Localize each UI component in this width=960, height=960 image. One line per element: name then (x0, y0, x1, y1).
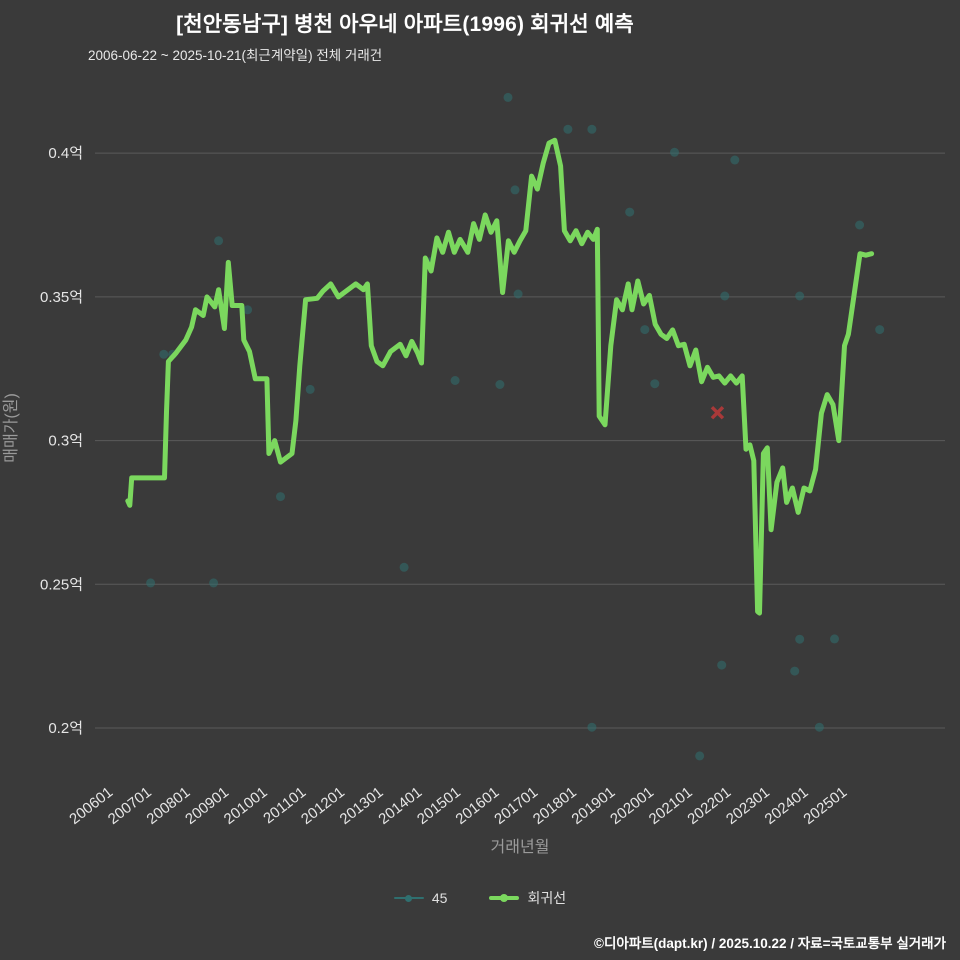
transaction-dot (730, 155, 740, 165)
transaction-dot (276, 492, 285, 502)
transaction-dot (503, 92, 513, 102)
transaction-dot (305, 384, 315, 394)
x-tick-labels: 2006012007012008012009012010012011012012… (66, 784, 850, 828)
x-tick-label: 202101 (646, 784, 696, 828)
x-tick-label: 201501 (414, 784, 464, 828)
x-tick-label: 200701 (105, 784, 155, 828)
transaction-dot (159, 349, 169, 359)
transaction-dot (875, 325, 885, 335)
transaction-dot (510, 185, 520, 195)
transaction-dot (695, 751, 705, 761)
page-title: [천안동남구] 병천 아우네 아파트(1996) 회귀선 예측 (176, 13, 634, 36)
y-tick-label: 0.4억 (48, 145, 83, 162)
outlier-x-marker (710, 405, 725, 420)
transaction-dot (855, 220, 865, 230)
transaction-dot (209, 578, 219, 588)
transaction-dot (625, 207, 635, 217)
x-tick-label: 201201 (298, 784, 348, 828)
x-tick-label: 201801 (530, 784, 580, 828)
legend-item-45[interactable]: 45 (393, 890, 448, 906)
transaction-dot (563, 124, 573, 134)
transaction-dot (717, 660, 727, 670)
footer-credit: ©디아파트(dapt.kr) / 2025.10.22 / 자료=국토교통부 실… (594, 936, 946, 951)
y-tick-label: 0.2억 (48, 720, 83, 737)
legend-item-회귀선[interactable]: 회귀선 (489, 888, 566, 908)
x-tick-label: 201601 (453, 784, 503, 828)
y-tick-label: 0.35억 (40, 289, 83, 306)
transaction-dot (670, 147, 679, 157)
x-tick-label: 201701 (491, 784, 541, 828)
x-tick-label: 200601 (66, 784, 116, 828)
transaction-dot (214, 236, 224, 246)
transaction-dot (399, 562, 409, 572)
y-tick-label: 0.3억 (48, 433, 83, 450)
transaction-dot (640, 325, 650, 335)
legend-label: 회귀선 (527, 890, 567, 906)
transaction-dot (814, 722, 824, 732)
scatter-series-45 (146, 92, 885, 761)
x-tick-label: 201401 (375, 784, 425, 828)
transaction-dot (495, 380, 505, 389)
transaction-dot (790, 666, 800, 676)
x-tick-label: 201901 (568, 784, 618, 828)
gridlines: 0.4억 0.35억 0.3억 0.25억 0.2억 (40, 145, 945, 737)
x-tick-label: 202501 (800, 784, 850, 828)
y-axis-title: 매매가(원) (2, 393, 20, 463)
chart-legend: 45 회귀선 (0, 888, 960, 908)
legend-marker-icon (489, 892, 520, 904)
x-axis-title: 거래년월 (491, 838, 550, 856)
transaction-dot (650, 379, 660, 389)
transaction-dot (720, 291, 730, 301)
transaction-dot (587, 722, 597, 732)
x-tick-label: 202401 (762, 784, 812, 828)
x-tick-label: 201001 (221, 784, 271, 828)
page-subtitle: 2006-06-22 ~ 2025-10-21(최근계약일) 전체 거래건 (88, 48, 383, 63)
x-tick-label: 200801 (143, 784, 193, 828)
transaction-dot (146, 578, 156, 588)
transaction-dot (450, 376, 460, 385)
x-tick-label: 201301 (337, 784, 387, 828)
x-tick-label: 200901 (182, 784, 232, 828)
x-tick-label: 202201 (684, 784, 734, 828)
regression-line (125, 137, 875, 616)
y-tick-label: 0.25억 (40, 576, 83, 593)
x-tick-label: 202301 (723, 784, 773, 828)
x-tick-label: 202001 (607, 784, 657, 828)
transaction-dot (513, 289, 523, 299)
transaction-dot (243, 305, 253, 315)
transaction-dot (795, 291, 805, 301)
legend-label: 45 (431, 890, 448, 906)
transaction-dot (830, 634, 839, 644)
transaction-dot (795, 634, 805, 644)
transaction-dot (587, 124, 597, 134)
legend-marker-icon (393, 892, 424, 904)
